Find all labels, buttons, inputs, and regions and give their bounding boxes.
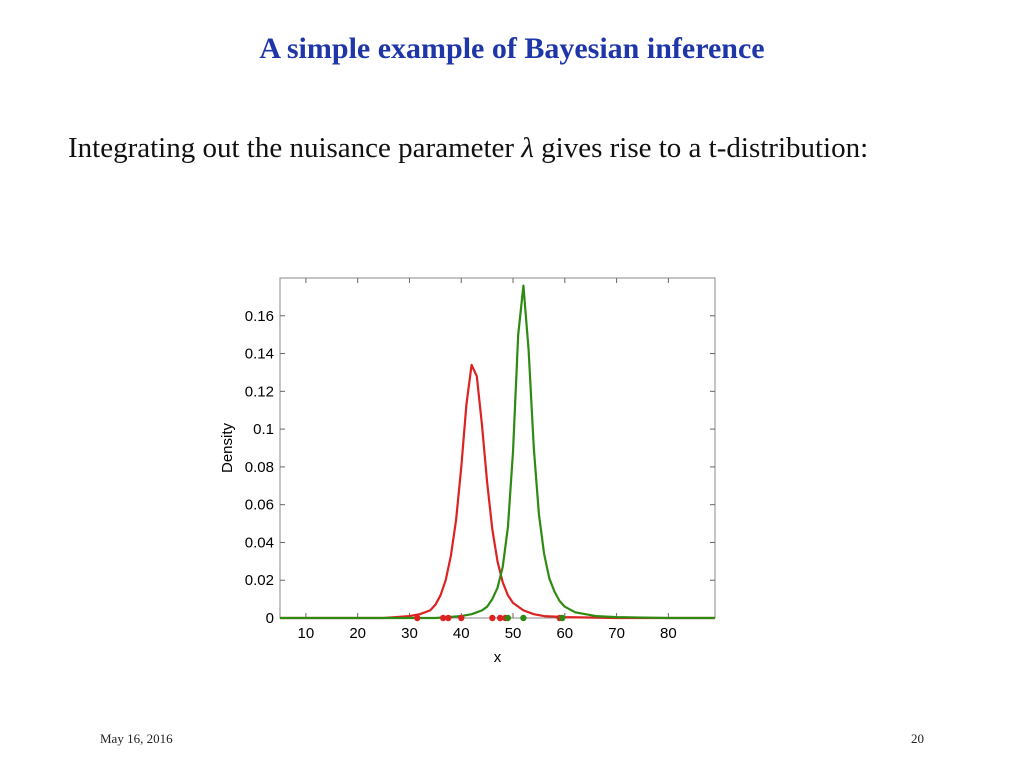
y-tick-label: 0.14 xyxy=(245,346,274,363)
density-curve-1 xyxy=(280,363,715,620)
footer-date: May 16, 2016 xyxy=(100,731,173,746)
x-tick-label: 20 xyxy=(349,625,366,642)
x-tick-label: 60 xyxy=(556,625,573,642)
body-text: Integrating out the nuisance parameter λ… xyxy=(68,118,948,178)
data-point-1 xyxy=(414,614,421,622)
y-tick-label: 0.1 xyxy=(253,421,274,438)
x-tick-label: 30 xyxy=(401,625,418,642)
y-tick-label: 0.06 xyxy=(245,497,274,514)
data-point-1 xyxy=(445,614,452,622)
x-tick-label: 50 xyxy=(505,625,522,642)
lambda-symbol: λ xyxy=(521,132,534,164)
density-chart: 10 20 30 40 50 60 70 80 0 0.02 0.04 0.06 0.08 0.1 0.12… xyxy=(210,268,730,678)
x-tick-label: 40 xyxy=(453,625,470,642)
x-axis-label: x xyxy=(494,649,502,666)
data-point-2 xyxy=(504,614,512,622)
plot-frame xyxy=(279,277,716,619)
slide-title: A simple example of Bayesian inference xyxy=(259,32,765,65)
y-tick-label: 0.08 xyxy=(245,459,274,476)
y-tick-label: 0.04 xyxy=(245,534,274,551)
x-tick-label: 80 xyxy=(660,625,677,642)
x-tick-label: 70 xyxy=(608,625,625,642)
chart-svg: 10 20 30 40 50 60 70 80 0 0.02 0.04 0.06 0.08 0.1 0.12… xyxy=(219,277,716,666)
data-point-1 xyxy=(439,614,447,622)
data-point-1 xyxy=(489,614,496,622)
body-text-end: gives rise to a t-distribution: xyxy=(533,132,869,164)
data-point-1 xyxy=(496,614,504,622)
density-curve-2 xyxy=(280,284,715,620)
y-tick-label: 0.16 xyxy=(245,308,274,325)
data-point-2 xyxy=(559,614,566,622)
y-axis-label: Density xyxy=(219,422,236,473)
body-text-start: Integrating out the nuisance parameter xyxy=(68,132,522,164)
y-tick-label: 0.02 xyxy=(245,572,274,589)
data-point-2 xyxy=(520,614,527,622)
page-number: 20 xyxy=(911,731,924,746)
data-point-1 xyxy=(458,614,465,622)
y-tick-label: 0.12 xyxy=(245,383,274,400)
y-tick-label: 0 xyxy=(266,610,274,627)
x-tick-label: 10 xyxy=(298,625,315,642)
